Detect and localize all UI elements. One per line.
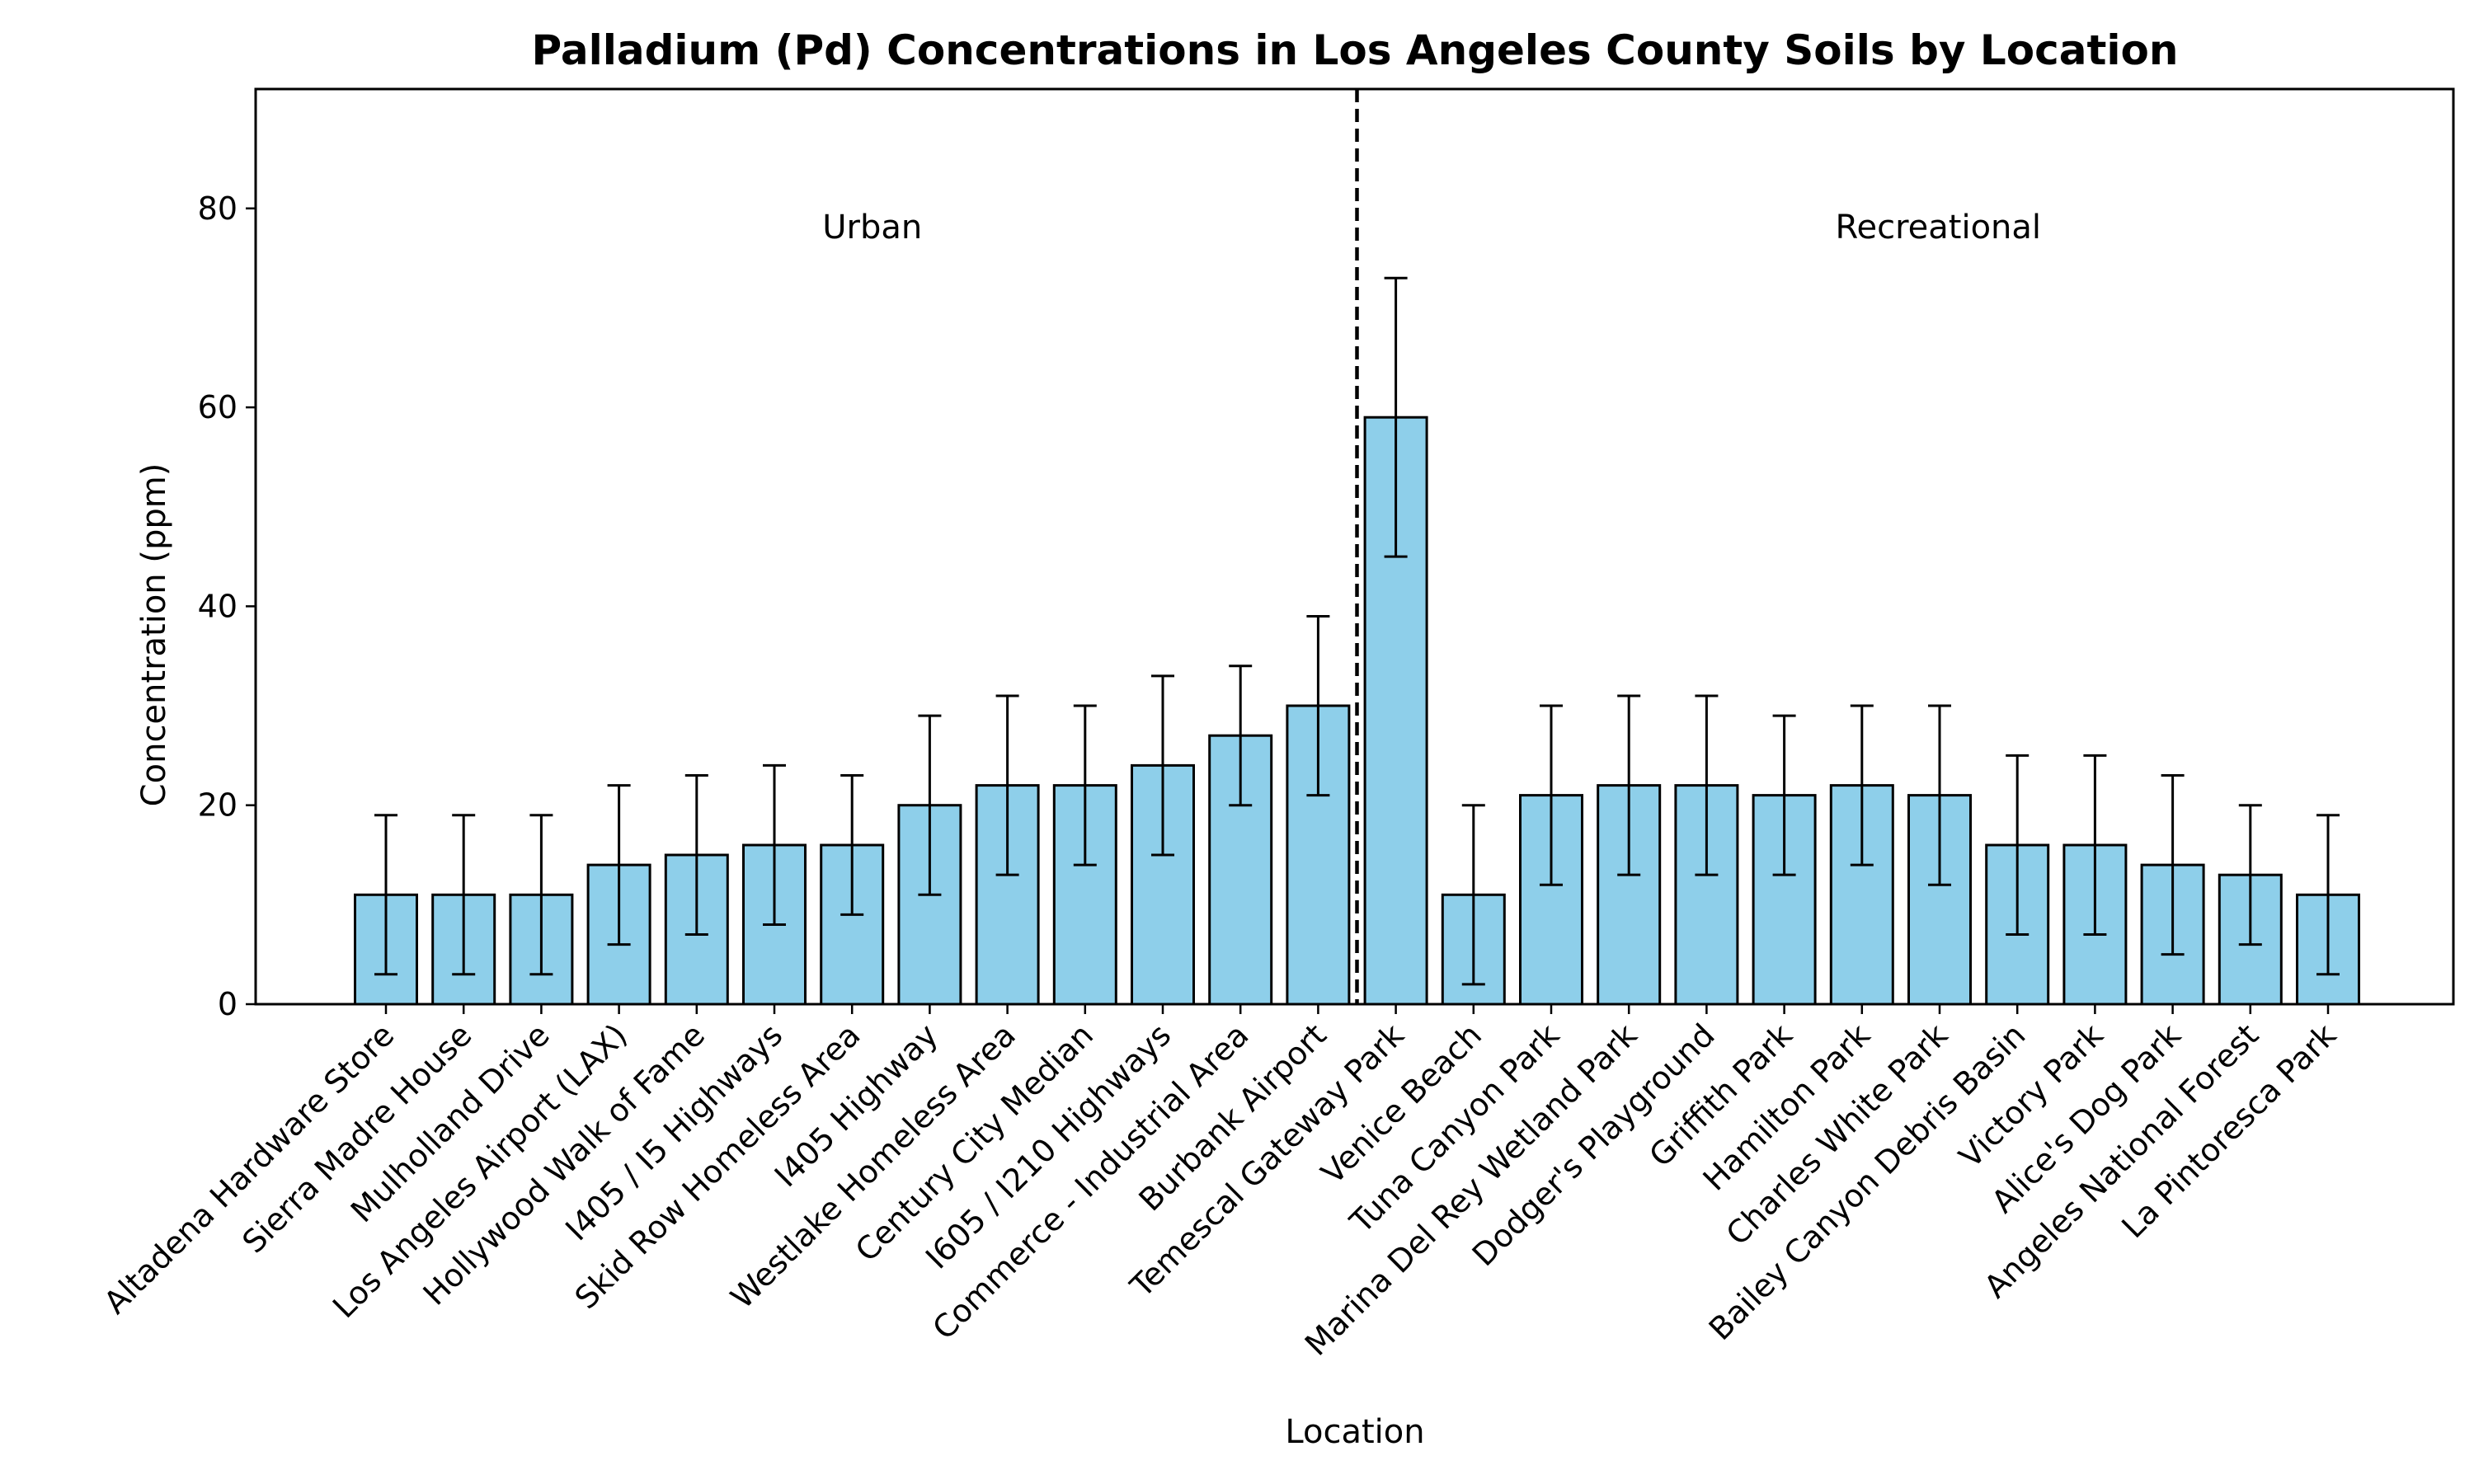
x-axis-label: Location (1285, 1413, 1424, 1451)
chart-title: Palladium (Pd) Concentrations in Los Ang… (532, 26, 2179, 74)
y-tick-label: 80 (198, 190, 238, 227)
y-tick-label: 0 (218, 986, 238, 1022)
group-label-recreational: Recreational (1835, 209, 2041, 247)
y-tick-label: 40 (198, 588, 238, 624)
plot-frame (254, 87, 2455, 1006)
y-tick-label: 20 (198, 787, 238, 824)
group-label-urban: Urban (822, 209, 922, 247)
y-tick-label: 60 (198, 389, 238, 425)
y-axis-label: Concentration (ppm) (135, 463, 173, 807)
